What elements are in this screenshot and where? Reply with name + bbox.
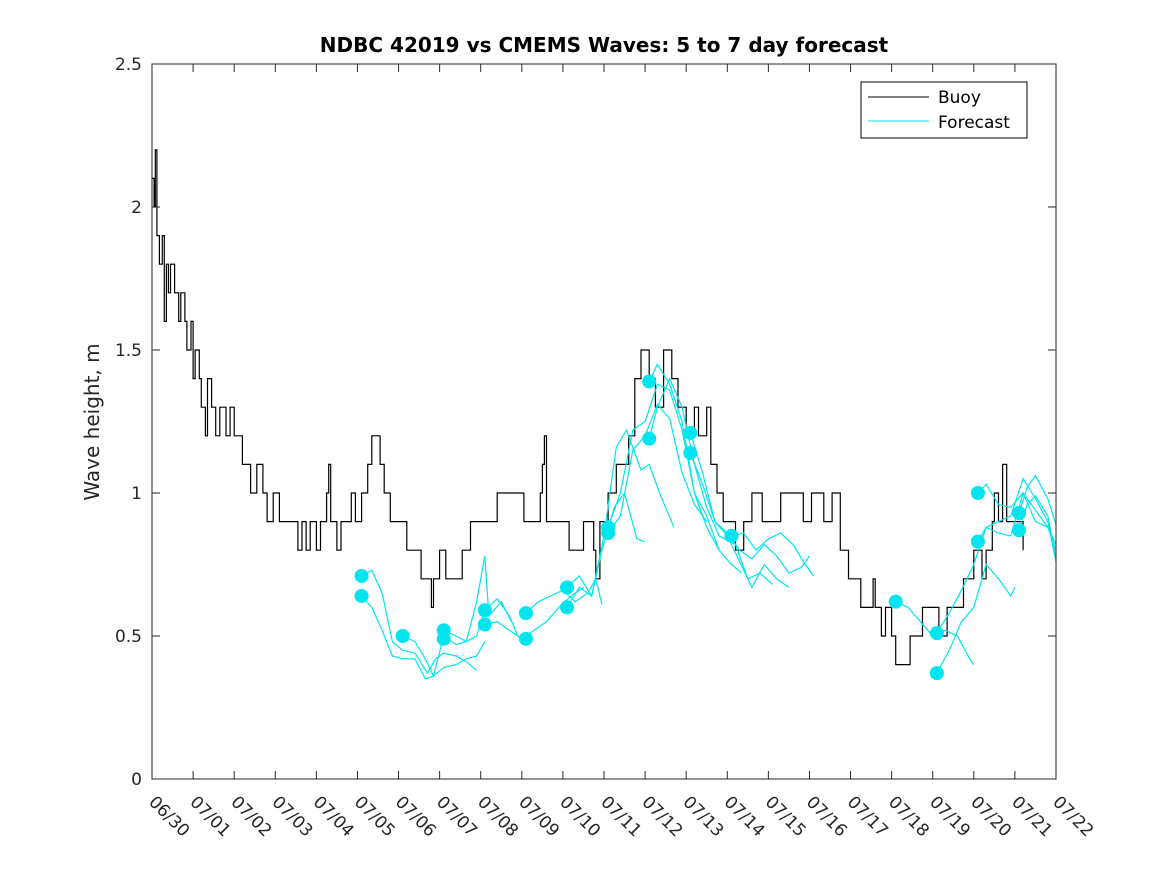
forecast-start-marker [518, 631, 533, 646]
x-tick-label: 07/17 [843, 792, 892, 841]
forecast-start-marker [436, 631, 451, 646]
forecast-series-line [689, 432, 790, 589]
y-tick-label: 2 [131, 198, 142, 218]
x-tick-label: 07/12 [638, 792, 687, 841]
forecast-start-marker [970, 486, 985, 500]
forecast-start-marker [560, 600, 575, 615]
forecast-start-marker [642, 431, 657, 446]
forecast-series-line [977, 477, 1056, 562]
forecast-start-marker [929, 626, 944, 641]
x-tick-label: 07/06 [391, 792, 440, 841]
forecast-start-marker [970, 534, 985, 549]
x-tick-label: 07/02 [227, 792, 276, 841]
x-tick-label: 07/11 [596, 792, 645, 841]
forecast-start-marker [354, 588, 369, 603]
legend-forecast-label: Forecast [938, 113, 1010, 133]
legend-box [860, 81, 1028, 139]
forecast-start-marker [929, 666, 944, 681]
forecast-start-marker [477, 617, 492, 632]
forecast-series-line [484, 586, 584, 640]
x-tick-label: 07/07 [432, 792, 481, 841]
x-tick-label: 07/03 [268, 792, 317, 841]
x-tick-label: 07/22 [1048, 792, 1097, 841]
forecast-series-line [361, 595, 486, 680]
x-tick-label: 07/15 [761, 792, 810, 841]
forecast-series-line [731, 532, 815, 577]
x-tick-label: 07/18 [884, 792, 933, 841]
x-tick-label: 07/08 [473, 792, 522, 841]
y-tick-label: 0 [131, 770, 142, 790]
y-axis-label: Wave height, m [80, 343, 104, 500]
y-tick-label: 1 [131, 484, 142, 504]
forecast-series-line [977, 483, 1056, 551]
forecast-start-marker [601, 526, 616, 541]
x-tick-label: 07/04 [309, 792, 358, 841]
x-tick-label: 07/20 [966, 792, 1015, 841]
x-tick-label: 06/30 [144, 792, 193, 841]
y-tick-label: 0.5 [115, 627, 142, 647]
x-tick-label: 07/21 [1007, 792, 1056, 841]
x-tick-label: 07/01 [186, 792, 235, 841]
forecast-start-marker [518, 606, 533, 621]
forecast-start-marker [395, 629, 410, 643]
forecast-start-marker [354, 568, 369, 583]
chart-title: NDBC 42019 vs CMEMS Waves: 5 to 7 day fo… [320, 33, 889, 57]
x-tick-label: 07/19 [925, 792, 974, 841]
forecast-series-line [361, 569, 477, 675]
forecast-start-marker [724, 528, 739, 543]
y-tick-label: 2.5 [115, 55, 142, 75]
x-tick-label: 07/10 [555, 792, 604, 841]
forecast-start-marker [560, 580, 575, 595]
forecast-series-line [648, 377, 773, 585]
forecast-start-marker [683, 445, 698, 460]
plot-frame [151, 63, 1057, 780]
x-tick-label: 07/16 [802, 792, 851, 841]
forecast-series-line [689, 452, 810, 574]
buoy-series-line [152, 149, 1024, 666]
series-layer [152, 149, 1056, 680]
forecast-series-line [936, 563, 1016, 674]
forecast-series-line [936, 491, 1056, 634]
forecast-start-marker [888, 594, 903, 609]
forecast-start-marker [477, 603, 492, 618]
x-tick-label: 07/14 [720, 792, 769, 841]
forecast-series-line [1018, 474, 1056, 525]
forecast-series-line [648, 363, 743, 574]
legend-buoy-label: Buoy [938, 88, 981, 108]
x-tick-label: 07/05 [350, 792, 399, 841]
ticks-layer: 00.511.522.506/3007/0107/0207/0307/0407/… [115, 55, 1097, 841]
forecast-series-line [607, 403, 708, 534]
forecast-start-marker [1012, 506, 1027, 521]
forecast-series-line [607, 383, 720, 551]
y-tick-label: 1.5 [115, 341, 142, 361]
forecast-start-marker [642, 374, 657, 389]
x-tick-label: 07/13 [679, 792, 728, 841]
forecast-series-line [566, 428, 675, 598]
forecast-start-marker [683, 425, 698, 440]
forecast-series-line [402, 555, 513, 678]
forecast-start-marker [1012, 523, 1027, 538]
legend: Buoy Forecast [860, 81, 1028, 139]
x-tick-label: 07/09 [514, 792, 563, 841]
marker-layer [354, 374, 1027, 681]
plot-area [152, 149, 1056, 681]
